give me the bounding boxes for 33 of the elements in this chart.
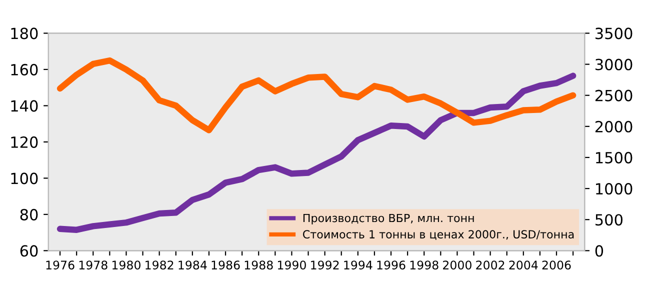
x-tick-label: 1976 bbox=[46, 260, 74, 270]
x-tick-label: 1990 bbox=[278, 260, 306, 270]
legend-label: Стоимость 1 тонны в ценах 2000г., USD/тонна bbox=[302, 230, 574, 240]
y2-tick-label: 3000 bbox=[596, 58, 632, 70]
x-tick-label: 2006 bbox=[542, 260, 571, 270]
x-tick-label: 1988 bbox=[244, 260, 273, 270]
y2-tick-label: 1000 bbox=[596, 183, 632, 195]
legend-label: Производство ВБР, млн. тонн bbox=[303, 214, 474, 224]
y-tick-label: 160 bbox=[11, 64, 38, 76]
x-tick-label: 1996 bbox=[377, 260, 406, 270]
x-tick-label: 2000 bbox=[443, 260, 472, 270]
y-tick-label: 180 bbox=[11, 28, 38, 40]
y2-tick-label: 3500 bbox=[596, 28, 632, 40]
x-tick-label: 1994 bbox=[344, 260, 372, 270]
y-tick-label: 140 bbox=[11, 100, 38, 112]
y-tick-label: 120 bbox=[11, 136, 38, 148]
y-tick-label: 80 bbox=[20, 208, 38, 220]
x-tick-label: 1998 bbox=[410, 260, 438, 270]
y2-tick-label: 2000 bbox=[595, 120, 632, 132]
x-tick-label: 2004 bbox=[509, 260, 538, 270]
x-tick-label: 1978 bbox=[79, 260, 108, 270]
x-tick-label: 1984 bbox=[178, 260, 207, 270]
x-tick-label: 1992 bbox=[311, 260, 339, 270]
y2-tick-label: 1500 bbox=[596, 152, 632, 164]
x-tick-label: 1986 bbox=[212, 260, 240, 270]
y-tick-label: 60 bbox=[20, 245, 38, 257]
y2-tick-label: 0 bbox=[595, 245, 604, 257]
x-tick-label: 2002 bbox=[476, 260, 504, 270]
x-tick-label: 1982 bbox=[146, 260, 174, 270]
y2-tick-label: 2500 bbox=[595, 90, 632, 102]
x-tick-label: 1980 bbox=[112, 260, 140, 270]
y-tick-label: 100 bbox=[11, 172, 38, 184]
y2-tick-label: 500 bbox=[596, 214, 622, 226]
